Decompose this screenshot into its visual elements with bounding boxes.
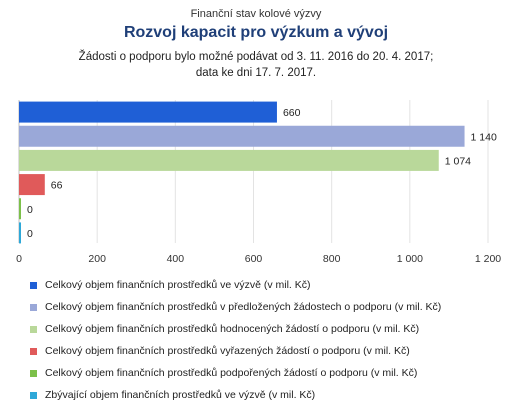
- bar: [19, 174, 45, 196]
- legend-item: Zbývající objem finančních prostředků ve…: [30, 385, 500, 405]
- x-axis-ticks: 0 200 400 600 800 1 000 1 200: [16, 253, 501, 265]
- bar: [19, 101, 277, 123]
- x-tick-label: 1 000: [397, 253, 423, 265]
- chart-pretitle: Finanční stav kolové výzvy: [190, 8, 322, 20]
- legend-swatch: [30, 281, 37, 289]
- x-tick-label: 600: [245, 253, 263, 265]
- bar-value-label: 0: [27, 204, 33, 216]
- bar-value-label: 0: [27, 228, 33, 240]
- x-tick-label: 200: [88, 253, 106, 265]
- bar: [19, 198, 21, 220]
- legend-item: Celkový objem finančních prostředků podp…: [30, 363, 500, 383]
- chart-subtitle: Žádosti o podporu bylo možné podávat od …: [0, 49, 512, 81]
- legend-label: Celkový objem finančních prostředků vyřa…: [45, 345, 410, 357]
- legend-label: Zbývající objem finančních prostředků ve…: [45, 389, 316, 401]
- chart-title: Rozvoj kapacit pro výzkum a vývoj: [123, 24, 389, 41]
- legend-item: Celkový objem finančních prostředků hodn…: [30, 319, 500, 339]
- x-tick-label: 1 200: [475, 253, 501, 265]
- legend-swatch: [30, 325, 37, 333]
- bar-value-label: 1 074: [445, 155, 471, 167]
- bar: [19, 149, 439, 171]
- x-tick-label: 800: [323, 253, 341, 265]
- chart-legend: Celkový objem finančních prostředků ve v…: [30, 275, 500, 407]
- subtitle-line-2: data ke dni 17. 7. 2017.: [195, 67, 317, 79]
- grid-lines: [18, 100, 489, 243]
- legend-swatch: [30, 391, 37, 399]
- subtitle-line-1: Žádosti o podporu bylo možné podávat od …: [78, 51, 434, 63]
- bar-value-label: 660: [283, 107, 301, 119]
- legend-item: Celkový objem finančních prostředků ve v…: [30, 275, 500, 295]
- legend-swatch: [30, 369, 37, 377]
- bar: [19, 222, 21, 244]
- bar-value-label: 66: [51, 180, 63, 192]
- legend-label: Celkový objem finančních prostředků v př…: [45, 301, 442, 313]
- legend-item: Celkový objem finančních prostředků v př…: [30, 297, 500, 317]
- legend-item: Celkový objem finančních prostředků vyřa…: [30, 341, 500, 361]
- bar-value-label: 1 140: [471, 131, 497, 143]
- legend-label: Celkový objem finančních prostředků ve v…: [45, 279, 311, 291]
- x-tick-label: 400: [167, 253, 185, 265]
- bar: [19, 125, 465, 147]
- legend-swatch: [30, 347, 37, 355]
- legend-swatch: [30, 303, 37, 311]
- legend-label: Celkový objem finančních prostředků hodn…: [45, 323, 420, 335]
- legend-label: Celkový objem finančních prostředků podp…: [45, 367, 418, 379]
- x-tick-label: 0: [16, 253, 22, 265]
